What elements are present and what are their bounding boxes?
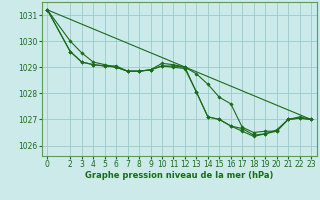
X-axis label: Graphe pression niveau de la mer (hPa): Graphe pression niveau de la mer (hPa) [85,171,273,180]
